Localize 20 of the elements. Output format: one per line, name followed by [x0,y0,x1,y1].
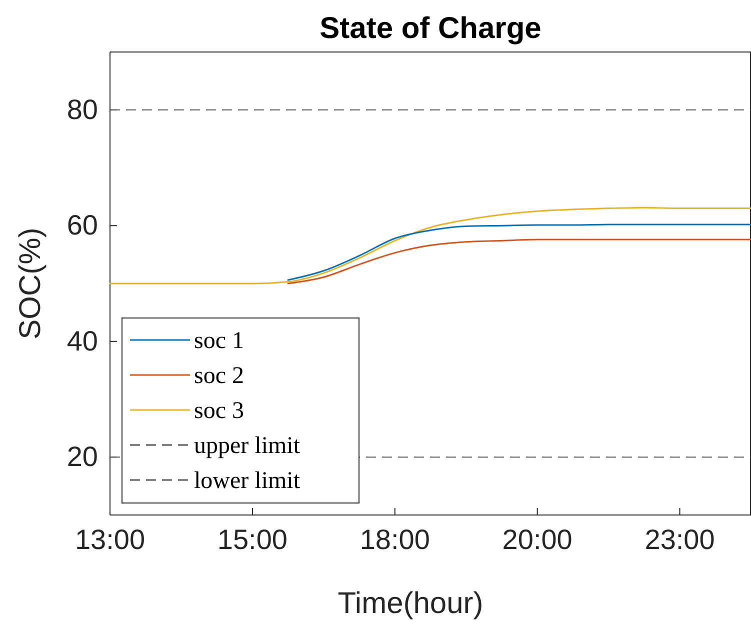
x-axis-title: Time(hour) [338,587,484,620]
x-tick-label: 15:00 [217,524,288,555]
y-tick-label: 80 [66,94,98,125]
legend-label: lower limit [194,468,300,494]
legend-label: soc 1 [194,328,244,354]
y-axis-title: SOC(%) [14,228,47,340]
chart-title: State of Charge [320,12,542,45]
legend-label: soc 3 [194,398,244,424]
legend-label: soc 2 [194,363,244,389]
y-tick-label: 20 [66,441,98,472]
legend-label: upper limit [194,433,300,459]
y-tick-label: 60 [66,210,98,241]
x-tick-label: 23:00 [644,524,715,555]
x-tick-label: 20:00 [502,524,572,555]
line-series [109,206,751,284]
line-series [287,238,751,284]
x-tick-label: 13:00 [74,524,146,555]
x-tick-label: 18:00 [360,524,430,555]
line-series [287,224,751,281]
y-tick-label: 40 [66,325,98,356]
